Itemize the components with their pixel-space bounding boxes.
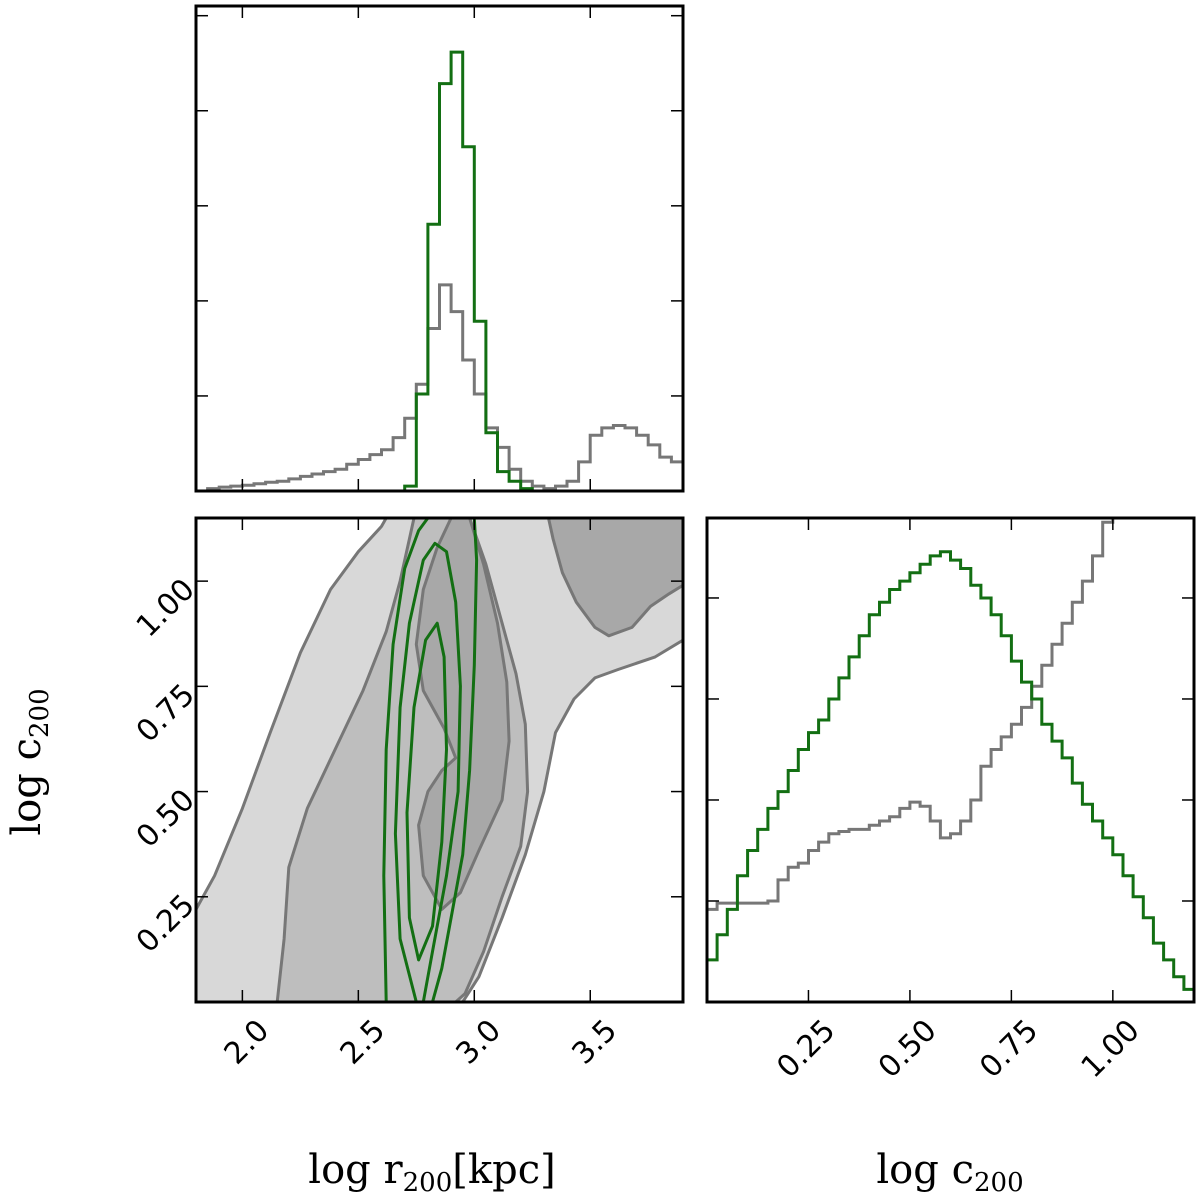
x-tick-label: 1.00 — [1075, 1013, 1147, 1085]
green-contour-outer — [382, 518, 479, 1002]
histogram-log-c200-panel: 0.25 0.50 0.75 1.00 — [705, 516, 1196, 1085]
y-tick-label: 0.75 — [130, 677, 202, 749]
histogram-series-green — [707, 550, 1194, 991]
x-tick-label: 2.5 — [334, 1013, 392, 1071]
contour-panel: 2.0 2.5 3.0 3.5 0.25 0.50 0.75 1.00 — [130, 516, 685, 1072]
green-contour-inner — [405, 621, 448, 962]
grey-contour-inner_r200 — [414, 518, 511, 911]
histogram-log-r200-panel — [194, 4, 685, 493]
contour-group — [196, 518, 683, 1002]
y-tick-label: 1.00 — [130, 572, 202, 644]
histogram-series-grey — [196, 283, 683, 491]
histogram-frame — [194, 4, 685, 493]
x-axis-label-log-c200: log c200 — [876, 1147, 1023, 1198]
x-axis-label-log-r200: log r200[kpc] — [308, 1147, 555, 1198]
x-tick-label: 0.50 — [872, 1013, 944, 1085]
y-tick-label: 0.50 — [130, 783, 202, 855]
histogram-series-green — [196, 50, 683, 491]
grey-contour-inner_corner — [547, 518, 683, 638]
x-tick-label: 2.0 — [218, 1013, 276, 1071]
x-tick-label: 3.0 — [450, 1013, 508, 1071]
histogram-frame — [705, 516, 1196, 1004]
x-tick-label: 0.25 — [770, 1013, 842, 1085]
histogram-series-group — [196, 50, 683, 491]
histogram-series-group — [707, 518, 1194, 991]
green-contour-middle — [393, 541, 462, 1002]
histogram-series-grey — [707, 518, 1115, 911]
x-tick-label: 3.5 — [566, 1013, 624, 1071]
contour-frame — [194, 516, 685, 1004]
y-tick-label: 0.25 — [130, 888, 202, 960]
y-axis-label-log-c200: log c200 — [4, 688, 55, 835]
x-tick-label: 0.75 — [973, 1013, 1045, 1085]
